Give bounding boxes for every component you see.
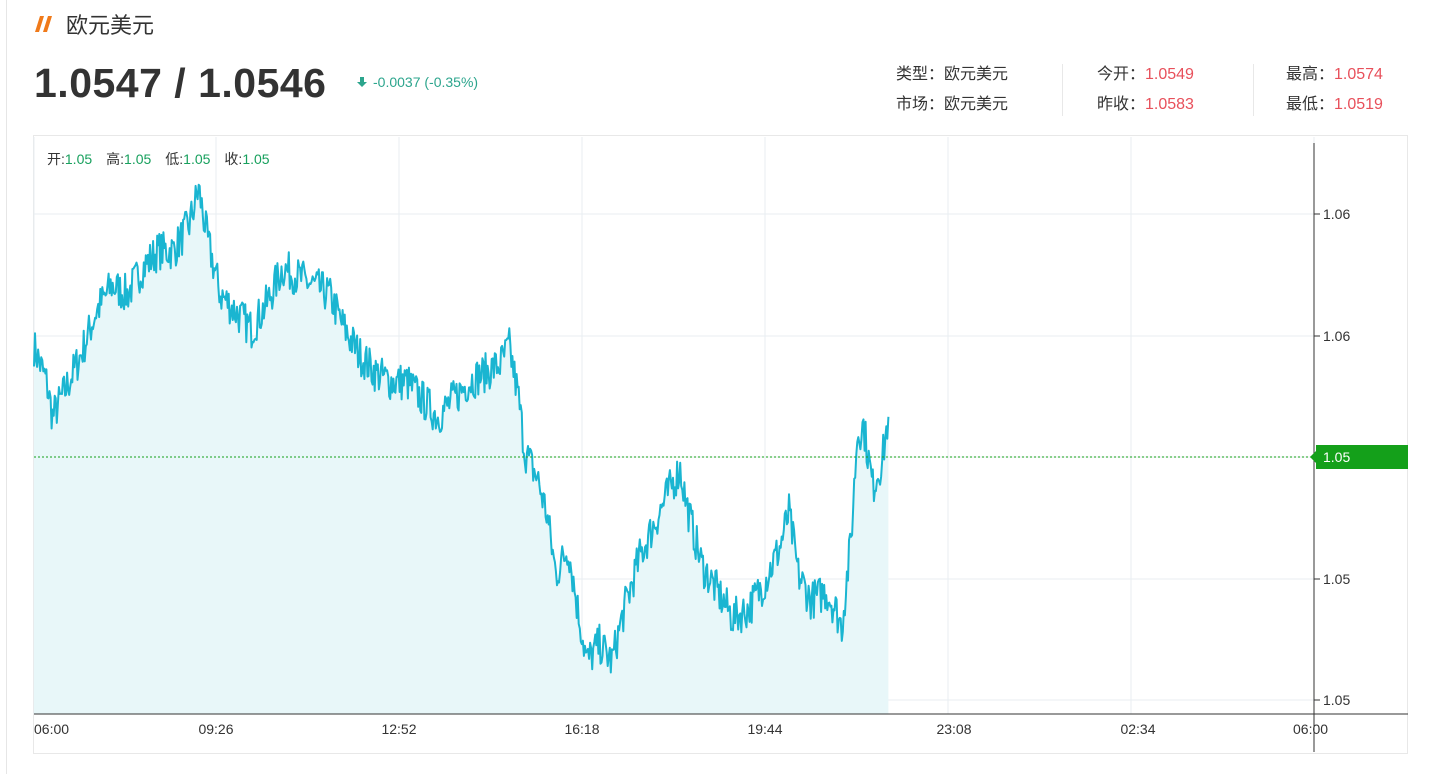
high-label: 最高： — [1286, 66, 1335, 83]
ohlc-high-label: 高: — [106, 151, 125, 167]
market-value: 欧元美元 — [944, 96, 1009, 113]
ohlc-close-label: 收: — [224, 151, 243, 167]
open-label: 今开： — [1097, 66, 1146, 83]
type-label: 类型： — [896, 66, 945, 83]
down-arrow-icon — [357, 77, 367, 87]
x-tick-label: 09:26 — [198, 721, 233, 737]
info-divider — [1062, 64, 1063, 116]
x-tick-label: 12:52 — [381, 721, 416, 737]
page-left-border — [6, 0, 7, 774]
x-tick-label: 06:00 — [1293, 721, 1328, 737]
info-open-close: 今开：1.0549 昨收：1.0583 — [1097, 60, 1194, 120]
open-value: 1.0549 — [1145, 66, 1194, 83]
ohlc-high-value: 1.05 — [124, 151, 152, 167]
y-tick-label: 1.06 — [1323, 206, 1350, 222]
slash-logo-icon — [35, 16, 52, 32]
bid-ask-price: 1.0547 / 1.0546 — [34, 60, 327, 106]
page-title: 欧元美元 — [66, 13, 155, 38]
market-label: 市场： — [896, 96, 945, 113]
info-divider — [1253, 64, 1254, 116]
y-tick-label: 1.05 — [1323, 692, 1350, 708]
x-tick-label: 16:18 — [564, 721, 599, 737]
current-price-label: 1.05 — [1323, 449, 1350, 465]
type-value: 欧元美元 — [944, 66, 1009, 83]
ohlc-low-value: 1.05 — [183, 151, 211, 167]
low-value: 1.0519 — [1334, 96, 1383, 113]
x-tick-label: 23:08 — [936, 721, 971, 737]
y-tick-label: 1.06 — [1323, 328, 1350, 344]
ohlc-open-label: 开: — [47, 151, 65, 167]
current-price-tag — [1316, 445, 1408, 469]
ohlc-readout: 开:1.05 高:1.05 低:1.05 收:1.05 — [47, 149, 270, 169]
price-line — [33, 183, 890, 674]
current-price-tag-pointer — [1310, 451, 1316, 463]
price-area-fill — [34, 184, 889, 714]
high-value: 1.0574 — [1334, 66, 1383, 83]
price-change: -0.0037 (-0.35%) — [356, 74, 478, 90]
x-tick-label: 06:00 — [34, 721, 69, 737]
info-high-low: 最高：1.0574 最低：1.0519 — [1286, 60, 1383, 120]
x-tick-label: 02:34 — [1120, 721, 1155, 737]
ohlc-low-label: 低: — [165, 151, 184, 167]
title-bar: 欧元美元 — [34, 8, 154, 40]
info-type-market: 类型：欧元美元 市场：欧元美元 — [896, 60, 1008, 120]
prev-close-value: 1.0583 — [1145, 96, 1194, 113]
price-change-text: -0.0037 (-0.35%) — [373, 74, 479, 90]
x-tick-label: 19:44 — [747, 721, 782, 737]
prev-close-label: 昨收： — [1097, 96, 1146, 113]
y-tick-label: 1.05 — [1323, 571, 1350, 587]
ohlc-open-value: 1.05 — [64, 151, 93, 167]
ohlc-close-value: 1.05 — [242, 151, 270, 167]
low-label: 最低： — [1286, 96, 1335, 113]
